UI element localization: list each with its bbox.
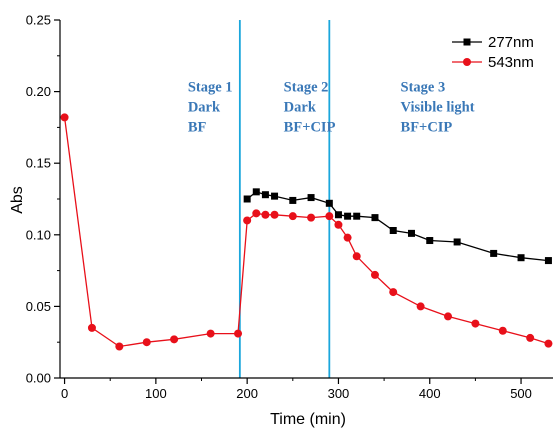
data-point-543nm (370, 270, 379, 279)
data-point-277nm (243, 195, 251, 203)
data-point-543nm (352, 252, 361, 261)
series-line-543nm (63, 117, 549, 348)
data-point-277nm (353, 212, 361, 220)
y-tick-label: 0.25 (26, 13, 51, 28)
y-tick-label: 0.05 (26, 299, 51, 314)
legend-label-543nm: 543nm (488, 54, 534, 71)
x-tick-label: 0 (61, 386, 68, 401)
data-point-543nm (243, 216, 252, 225)
data-point-277nm (426, 237, 434, 245)
stage-annotation-line: BF+CIP (401, 120, 453, 136)
data-point-543nm (252, 209, 261, 218)
stage-annotation-3: Stage 3 Visible light BF+CIP (401, 80, 475, 136)
data-point-277nm (289, 196, 297, 204)
data-point-543nm (544, 339, 553, 348)
y-axis-title: Abs (9, 186, 26, 214)
data-point-543nm (389, 288, 398, 297)
data-point-277nm (389, 227, 397, 235)
data-point-543nm (526, 333, 535, 342)
data-point-543nm (307, 213, 316, 222)
data-point-543nm (60, 113, 69, 122)
legend: 277nm 543nm (452, 34, 534, 71)
data-point-543nm (444, 312, 453, 321)
y-tick-label: 0.10 (26, 227, 51, 242)
data-point-543nm (115, 342, 124, 351)
data-point-543nm (325, 212, 334, 221)
stage-annotation-2: Stage 2 Dark BF+CIP (284, 80, 336, 136)
data-point-277nm (261, 191, 269, 199)
series-layer (60, 113, 553, 351)
data-point-277nm (371, 214, 379, 222)
data-point-543nm (334, 220, 343, 229)
data-point-543nm (234, 329, 243, 338)
axes-layer: 0 100 200 300 400 500 0.00 0.05 0.10 0.15 0.20 0.25 (26, 13, 553, 401)
stage-annotation-1: Stage 1 Dark BF (188, 80, 233, 136)
data-point-277nm (307, 194, 315, 202)
x-tick-label: 400 (419, 386, 441, 401)
data-point-543nm (142, 338, 151, 347)
y-tick-label: 0.20 (26, 84, 51, 99)
data-point-277nm (252, 188, 260, 196)
stage-annotation-line: Stage 2 (284, 80, 329, 96)
data-point-543nm (170, 335, 179, 344)
data-point-277nm (334, 211, 342, 219)
stage-annotation-line: BF (188, 120, 207, 136)
data-point-543nm (206, 329, 215, 338)
data-point-277nm (325, 199, 333, 207)
data-point-543nm (416, 302, 425, 311)
y-tick-label: 0.15 (26, 156, 51, 171)
stage-annotation-line: Stage 1 (188, 80, 233, 96)
data-point-543nm (498, 326, 507, 335)
x-tick-label: 300 (328, 386, 350, 401)
data-point-543nm (261, 210, 270, 219)
data-point-277nm (544, 257, 552, 265)
x-axis-title: Time (min) (270, 411, 346, 428)
data-point-277nm (271, 192, 279, 200)
data-point-543nm (288, 212, 297, 221)
x-tick-label: 200 (236, 386, 258, 401)
stage-annotations: Stage 1 Dark BF Stage 2 Dark BF+CIP Stage 3 Vis… (188, 80, 475, 136)
data-point-277nm (453, 238, 461, 246)
legend-marker-543nm (463, 58, 471, 66)
data-point-543nm (471, 319, 480, 328)
data-point-543nm (343, 233, 352, 242)
data-point-277nm (517, 254, 525, 262)
stage-annotation-line: BF+CIP (284, 120, 336, 136)
stage-annotation-line: Dark (284, 100, 317, 116)
y-tick-label: 0.00 (26, 371, 51, 386)
data-point-277nm (344, 212, 352, 220)
legend-label-277nm: 277nm (488, 34, 534, 51)
x-tick-label: 500 (510, 386, 532, 401)
data-point-277nm (490, 249, 498, 257)
stage-annotation-line: Dark (188, 100, 221, 116)
legend-marker-277nm (463, 38, 471, 46)
data-point-543nm (270, 210, 279, 219)
data-point-277nm (407, 229, 415, 237)
data-point-543nm (87, 323, 96, 332)
x-tick-label: 100 (145, 386, 167, 401)
stage-annotation-line: Stage 3 (401, 80, 446, 96)
stage-annotation-line: Visible light (401, 100, 475, 116)
